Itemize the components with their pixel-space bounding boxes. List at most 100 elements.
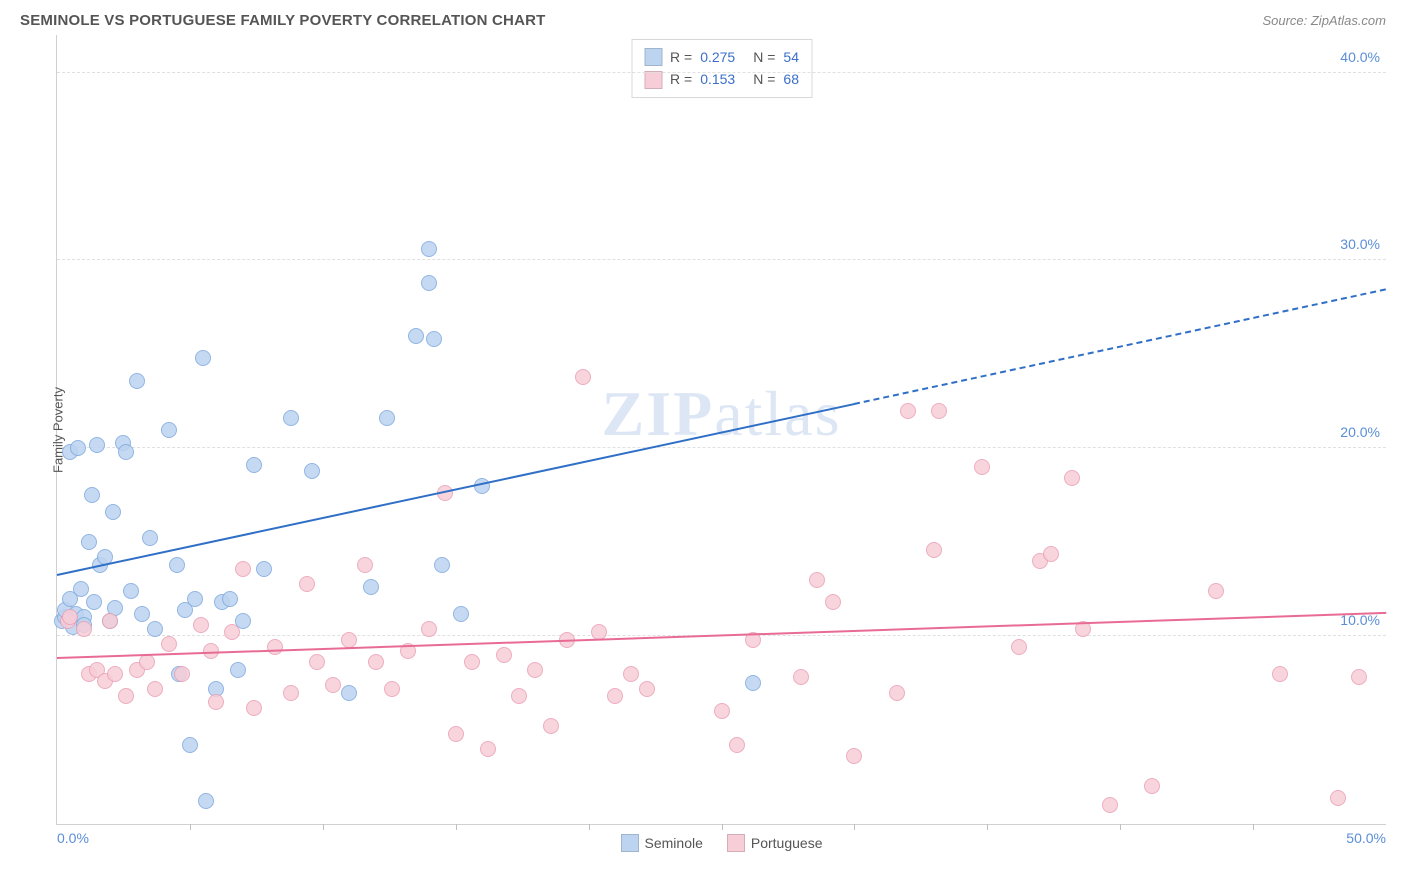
data-point [421, 621, 437, 637]
data-point [118, 688, 134, 704]
data-point [421, 241, 437, 257]
data-point [825, 594, 841, 610]
x-tick-mark [722, 824, 723, 830]
legend-swatch [621, 834, 639, 852]
data-point [729, 737, 745, 753]
data-point [81, 534, 97, 550]
data-point [283, 410, 299, 426]
trend-line-extrapolated [854, 289, 1386, 406]
data-point [745, 675, 761, 691]
data-point [639, 681, 655, 697]
data-point [86, 594, 102, 610]
data-point [1351, 669, 1367, 685]
data-point [169, 557, 185, 573]
data-point [543, 718, 559, 734]
data-point [384, 681, 400, 697]
legend-item: Seminole [621, 834, 703, 852]
chart-title: SEMINOLE VS PORTUGUESE FAMILY POVERTY CO… [20, 12, 546, 29]
data-point [1272, 666, 1288, 682]
source-attribution: Source: ZipAtlas.com [1262, 13, 1386, 28]
data-point [76, 621, 92, 637]
data-point [1043, 546, 1059, 562]
data-point [1011, 639, 1027, 655]
data-point [527, 662, 543, 678]
data-point [299, 576, 315, 592]
data-point [341, 632, 357, 648]
data-point [341, 685, 357, 701]
data-point [187, 591, 203, 607]
data-point [623, 666, 639, 682]
data-point [379, 410, 395, 426]
data-point [195, 350, 211, 366]
y-tick-label: 20.0% [1340, 424, 1380, 440]
legend-item: Portuguese [727, 834, 823, 852]
data-point [421, 275, 437, 291]
data-point [267, 639, 283, 655]
data-point [107, 666, 123, 682]
data-point [230, 662, 246, 678]
data-point [193, 617, 209, 633]
data-point [161, 636, 177, 652]
x-tick-mark [1253, 824, 1254, 830]
data-point [426, 331, 442, 347]
data-point [889, 685, 905, 701]
data-point [309, 654, 325, 670]
data-point [182, 737, 198, 753]
x-tick-mark [456, 824, 457, 830]
x-tick-mark [854, 824, 855, 830]
data-point [105, 504, 121, 520]
correlation-stats-box: R = 0.275N = 54R = 0.153N = 68 [631, 39, 812, 98]
gridline [57, 447, 1386, 448]
y-tick-label: 40.0% [1340, 49, 1380, 65]
x-tick-mark [589, 824, 590, 830]
x-tick-mark [190, 824, 191, 830]
data-point [246, 700, 262, 716]
data-point [575, 369, 591, 385]
data-point [123, 583, 139, 599]
data-point [793, 669, 809, 685]
data-point [496, 647, 512, 663]
data-point [70, 440, 86, 456]
data-point [73, 581, 89, 597]
scatter-plot-area: Family Poverty ZIPatlas R = 0.275N = 54R… [56, 35, 1386, 825]
data-point [235, 561, 251, 577]
data-point [1208, 583, 1224, 599]
gridline [57, 259, 1386, 260]
data-point [134, 606, 150, 622]
data-point [453, 606, 469, 622]
y-axis-label: Family Poverty [50, 387, 65, 473]
data-point [147, 621, 163, 637]
data-point [89, 437, 105, 453]
data-point [84, 487, 100, 503]
x-tick-mark [987, 824, 988, 830]
data-point [974, 459, 990, 475]
y-tick-label: 30.0% [1340, 236, 1380, 252]
data-point [139, 654, 155, 670]
data-point [161, 422, 177, 438]
data-point [208, 694, 224, 710]
data-point [174, 666, 190, 682]
data-point [1064, 470, 1080, 486]
x-tick-mark [1120, 824, 1121, 830]
legend-label: Portuguese [751, 835, 823, 851]
data-point [363, 579, 379, 595]
data-point [809, 572, 825, 588]
data-point [142, 530, 158, 546]
data-point [198, 793, 214, 809]
series-legend: Seminole Portuguese [621, 834, 823, 852]
legend-swatch [644, 48, 662, 66]
data-point [283, 685, 299, 701]
data-point [464, 654, 480, 670]
data-point [224, 624, 240, 640]
data-point [62, 609, 78, 625]
stats-row: R = 0.275N = 54 [644, 46, 799, 68]
data-point [480, 741, 496, 757]
data-point [222, 591, 238, 607]
data-point [357, 557, 373, 573]
data-point [118, 444, 134, 460]
legend-swatch [644, 71, 662, 89]
gridline [57, 72, 1386, 73]
data-point [846, 748, 862, 764]
data-point [434, 557, 450, 573]
data-point [325, 677, 341, 693]
